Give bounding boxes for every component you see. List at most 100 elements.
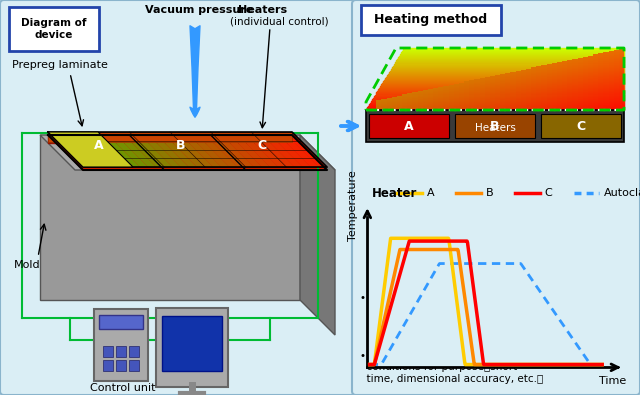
FancyBboxPatch shape bbox=[511, 72, 516, 110]
FancyBboxPatch shape bbox=[449, 85, 454, 110]
Text: C: C bbox=[545, 188, 552, 198]
FancyBboxPatch shape bbox=[129, 346, 138, 357]
Text: Heater: Heater bbox=[372, 187, 418, 200]
Text: Temperature: Temperature bbox=[348, 170, 358, 241]
Polygon shape bbox=[202, 132, 246, 167]
FancyBboxPatch shape bbox=[418, 91, 423, 110]
FancyBboxPatch shape bbox=[474, 79, 479, 110]
FancyBboxPatch shape bbox=[552, 63, 557, 110]
Polygon shape bbox=[162, 132, 205, 167]
Polygon shape bbox=[48, 135, 327, 170]
Text: Heaters: Heaters bbox=[475, 123, 515, 133]
FancyBboxPatch shape bbox=[402, 94, 407, 110]
FancyBboxPatch shape bbox=[156, 308, 228, 387]
Polygon shape bbox=[252, 132, 294, 167]
Text: Autoclave: Autoclave bbox=[604, 188, 640, 198]
FancyBboxPatch shape bbox=[541, 65, 547, 110]
FancyBboxPatch shape bbox=[387, 98, 392, 110]
Text: B: B bbox=[176, 139, 185, 152]
FancyBboxPatch shape bbox=[94, 309, 148, 381]
Polygon shape bbox=[113, 132, 156, 167]
Polygon shape bbox=[48, 132, 133, 167]
Polygon shape bbox=[89, 132, 132, 167]
Polygon shape bbox=[129, 132, 172, 167]
Text: Heating method: Heating method bbox=[374, 13, 488, 26]
FancyBboxPatch shape bbox=[506, 73, 511, 110]
FancyBboxPatch shape bbox=[0, 0, 356, 395]
Polygon shape bbox=[48, 132, 91, 167]
Polygon shape bbox=[243, 132, 286, 167]
FancyBboxPatch shape bbox=[609, 51, 614, 110]
FancyBboxPatch shape bbox=[469, 81, 474, 110]
Text: Vacuum pressure: Vacuum pressure bbox=[145, 5, 253, 15]
Text: Time: Time bbox=[599, 376, 626, 386]
Polygon shape bbox=[40, 135, 300, 300]
Text: (individual control): (individual control) bbox=[230, 16, 328, 26]
FancyBboxPatch shape bbox=[438, 87, 444, 110]
FancyBboxPatch shape bbox=[614, 50, 619, 110]
FancyBboxPatch shape bbox=[9, 7, 99, 51]
FancyBboxPatch shape bbox=[392, 97, 397, 110]
Polygon shape bbox=[64, 132, 108, 167]
Polygon shape bbox=[211, 132, 254, 167]
FancyBboxPatch shape bbox=[577, 58, 583, 110]
Text: B: B bbox=[486, 188, 493, 198]
Text: A: A bbox=[404, 120, 414, 132]
Text: • Possible to set optimum heating
  conditions for purpose（short
  time, dimensi: • Possible to set optimum heating condit… bbox=[360, 351, 543, 384]
FancyBboxPatch shape bbox=[444, 86, 449, 110]
FancyBboxPatch shape bbox=[99, 315, 143, 329]
FancyBboxPatch shape bbox=[115, 359, 125, 371]
FancyBboxPatch shape bbox=[352, 0, 640, 395]
Text: Heaters: Heaters bbox=[238, 5, 287, 15]
FancyBboxPatch shape bbox=[495, 75, 500, 110]
Text: Mold: Mold bbox=[14, 260, 40, 270]
Text: A: A bbox=[426, 188, 434, 198]
FancyBboxPatch shape bbox=[464, 81, 469, 110]
Polygon shape bbox=[48, 135, 292, 143]
FancyBboxPatch shape bbox=[115, 346, 125, 357]
Text: Prepreg laminate: Prepreg laminate bbox=[12, 60, 108, 70]
Polygon shape bbox=[227, 132, 270, 167]
FancyBboxPatch shape bbox=[583, 56, 588, 110]
FancyBboxPatch shape bbox=[598, 53, 604, 110]
FancyBboxPatch shape bbox=[428, 89, 433, 110]
Polygon shape bbox=[259, 132, 303, 167]
FancyBboxPatch shape bbox=[459, 83, 464, 110]
Polygon shape bbox=[186, 132, 229, 167]
FancyBboxPatch shape bbox=[407, 93, 412, 110]
FancyBboxPatch shape bbox=[619, 49, 624, 110]
Text: Control unit: Control unit bbox=[90, 383, 156, 393]
FancyBboxPatch shape bbox=[376, 100, 381, 110]
FancyBboxPatch shape bbox=[423, 90, 428, 110]
FancyBboxPatch shape bbox=[454, 84, 459, 110]
FancyBboxPatch shape bbox=[604, 52, 609, 110]
FancyBboxPatch shape bbox=[490, 76, 495, 110]
FancyBboxPatch shape bbox=[572, 59, 577, 110]
Polygon shape bbox=[276, 132, 319, 167]
Polygon shape bbox=[40, 135, 335, 170]
Polygon shape bbox=[72, 132, 116, 167]
FancyBboxPatch shape bbox=[366, 110, 624, 142]
Polygon shape bbox=[154, 132, 197, 167]
Polygon shape bbox=[121, 132, 164, 167]
Polygon shape bbox=[178, 132, 221, 167]
Text: • Possible to control temperature
  individually for each location: • Possible to control temperature indivi… bbox=[360, 293, 534, 315]
FancyBboxPatch shape bbox=[129, 359, 138, 371]
FancyBboxPatch shape bbox=[455, 114, 535, 138]
Polygon shape bbox=[138, 132, 180, 167]
FancyBboxPatch shape bbox=[541, 114, 621, 138]
Polygon shape bbox=[97, 132, 140, 167]
Polygon shape bbox=[300, 135, 335, 335]
Polygon shape bbox=[268, 132, 311, 167]
Polygon shape bbox=[146, 132, 189, 167]
Text: Diagram of
device: Diagram of device bbox=[21, 18, 87, 40]
FancyBboxPatch shape bbox=[361, 5, 501, 35]
FancyBboxPatch shape bbox=[479, 78, 484, 110]
FancyBboxPatch shape bbox=[397, 96, 402, 110]
FancyBboxPatch shape bbox=[562, 61, 567, 110]
Polygon shape bbox=[235, 132, 278, 167]
FancyBboxPatch shape bbox=[521, 70, 526, 110]
Polygon shape bbox=[195, 132, 237, 167]
Polygon shape bbox=[105, 132, 148, 167]
Text: C: C bbox=[257, 139, 266, 152]
